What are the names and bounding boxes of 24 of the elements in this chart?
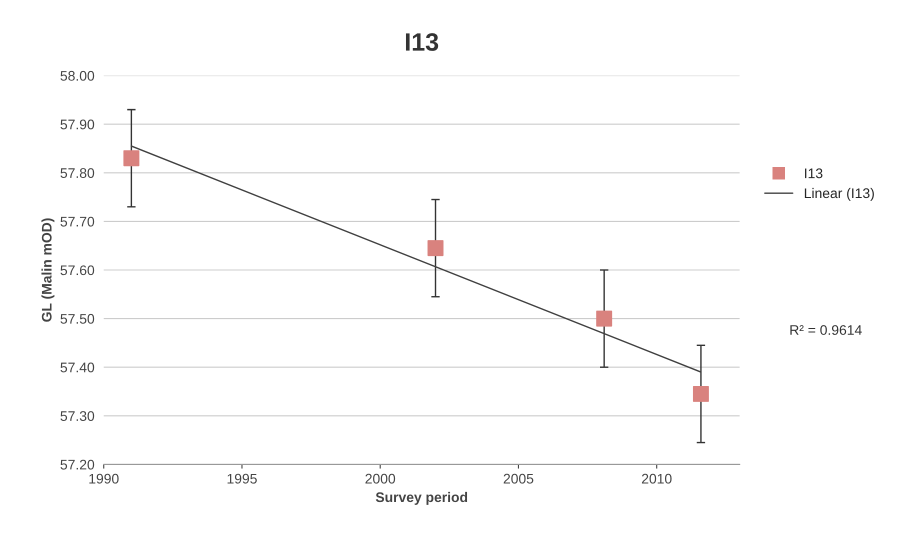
y-tick-label: 57.30 — [60, 411, 94, 421]
y-tick-label: 57.40 — [60, 362, 94, 372]
point — [428, 240, 444, 256]
legend-label: I13 — [805, 168, 822, 178]
y-tick-label: 57.90 — [60, 120, 94, 130]
x-tick-label: 2005 — [504, 474, 534, 484]
y-tick-label: 57.70 — [60, 216, 94, 227]
x-tick-label: 1995 — [228, 474, 257, 484]
y-tick-label: 57.50 — [60, 314, 94, 324]
chart-title: I13 — [406, 33, 438, 51]
y-tick-label: 57.20 — [60, 460, 94, 470]
x-tick-label: 1990 — [89, 474, 119, 484]
y-tick-label: 57.80 — [60, 168, 94, 178]
y-tick-label: 57.60 — [60, 265, 94, 276]
y-axis-title: GL (Malin mOD) — [41, 218, 54, 322]
point — [123, 150, 140, 166]
y-tick-label: 58.00 — [60, 70, 94, 81]
legend-label: Linear (I13) — [804, 188, 874, 201]
x-tick-label: 2010 — [642, 474, 672, 484]
text: R² = 0.9614 — [790, 325, 862, 335]
point — [692, 386, 709, 402]
point — [596, 310, 612, 327]
x-axis-title: Survey period — [376, 492, 468, 505]
x-tick-label: 2000 — [365, 474, 396, 484]
